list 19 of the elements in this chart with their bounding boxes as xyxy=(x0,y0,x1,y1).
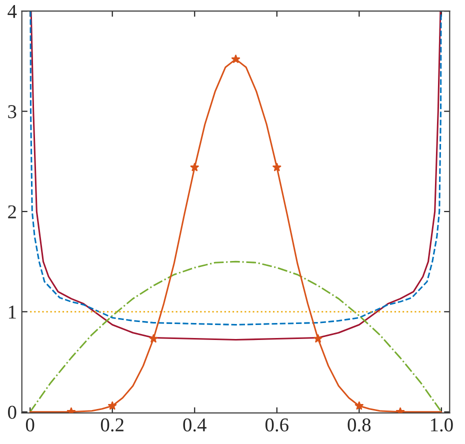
y-tick-label: 3 xyxy=(8,105,16,118)
x-tick-label: 0.4 xyxy=(183,418,206,432)
point xyxy=(272,162,282,172)
point xyxy=(190,162,199,172)
y-tick-label: 2 xyxy=(8,205,16,218)
y-tick-label: 4 xyxy=(8,5,17,18)
point xyxy=(231,54,240,63)
y-tick-label: 1 xyxy=(8,306,16,318)
point xyxy=(354,401,364,410)
x-tick-label: 0 xyxy=(26,418,34,432)
line-series xyxy=(29,260,442,413)
point xyxy=(108,401,117,410)
point xyxy=(149,334,158,343)
x-tick-label: 1.0 xyxy=(430,418,453,432)
x-tick-label: 0.6 xyxy=(265,418,288,432)
x-tick-label: 0.8 xyxy=(348,418,371,432)
y-tick-label: 0 xyxy=(8,406,16,419)
x-tick-label: 0.2 xyxy=(100,418,124,432)
point xyxy=(314,334,322,343)
